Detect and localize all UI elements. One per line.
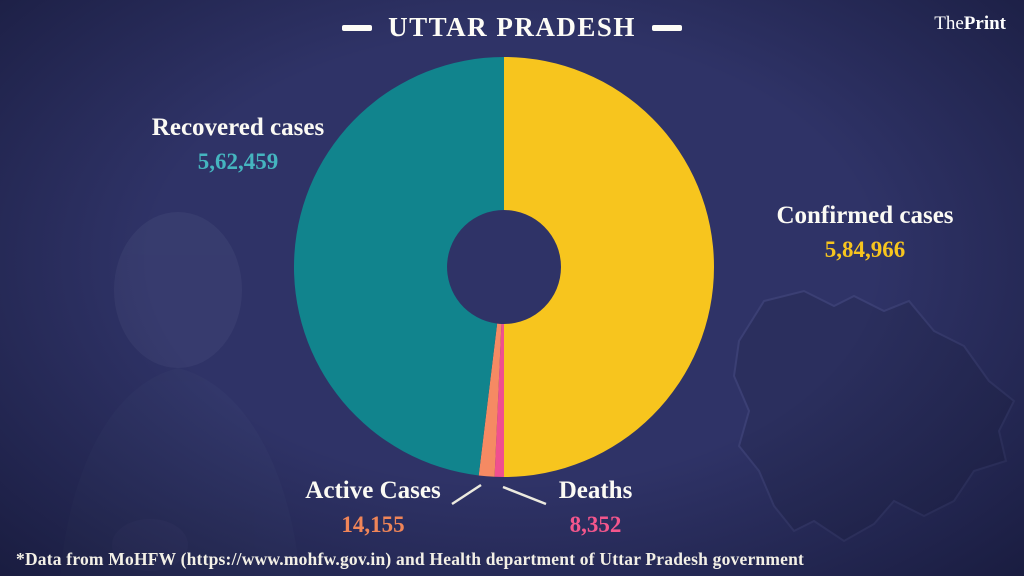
active-cases-label: Active Cases xyxy=(305,477,441,504)
header: UTTAR PRADESH xyxy=(0,12,1024,43)
callout-deaths: Deaths 8,352 xyxy=(528,477,663,538)
theprint-logo: ThePrint xyxy=(934,13,1006,35)
confirmed-cases-value: 5,84,966 xyxy=(824,236,906,262)
brand-part-print: Print xyxy=(963,13,1006,34)
active-cases-value: 14,155 xyxy=(341,511,405,537)
title-dash-right xyxy=(651,24,682,31)
brand-part-the: The xyxy=(934,13,964,34)
recovered-cases-value: 5,62,459 xyxy=(197,148,279,174)
confirmed-cases-label: Confirmed cases xyxy=(776,202,954,229)
deaths-label: Deaths xyxy=(558,477,633,504)
title-dash-left xyxy=(342,24,373,31)
callout-confirmed: Confirmed cases 5,84,966 xyxy=(712,202,1018,263)
recovered-cases-label: Recovered cases xyxy=(151,114,325,141)
source-note: *Data from MoHFW (https://www.mohfw.gov.… xyxy=(16,549,805,569)
page-title: UTTAR PRADESH xyxy=(388,12,636,42)
callout-recovered: Recovered cases 5,62,459 xyxy=(88,114,388,175)
deaths-value: 8,352 xyxy=(569,511,622,537)
callout-active: Active Cases 14,155 xyxy=(278,477,468,538)
